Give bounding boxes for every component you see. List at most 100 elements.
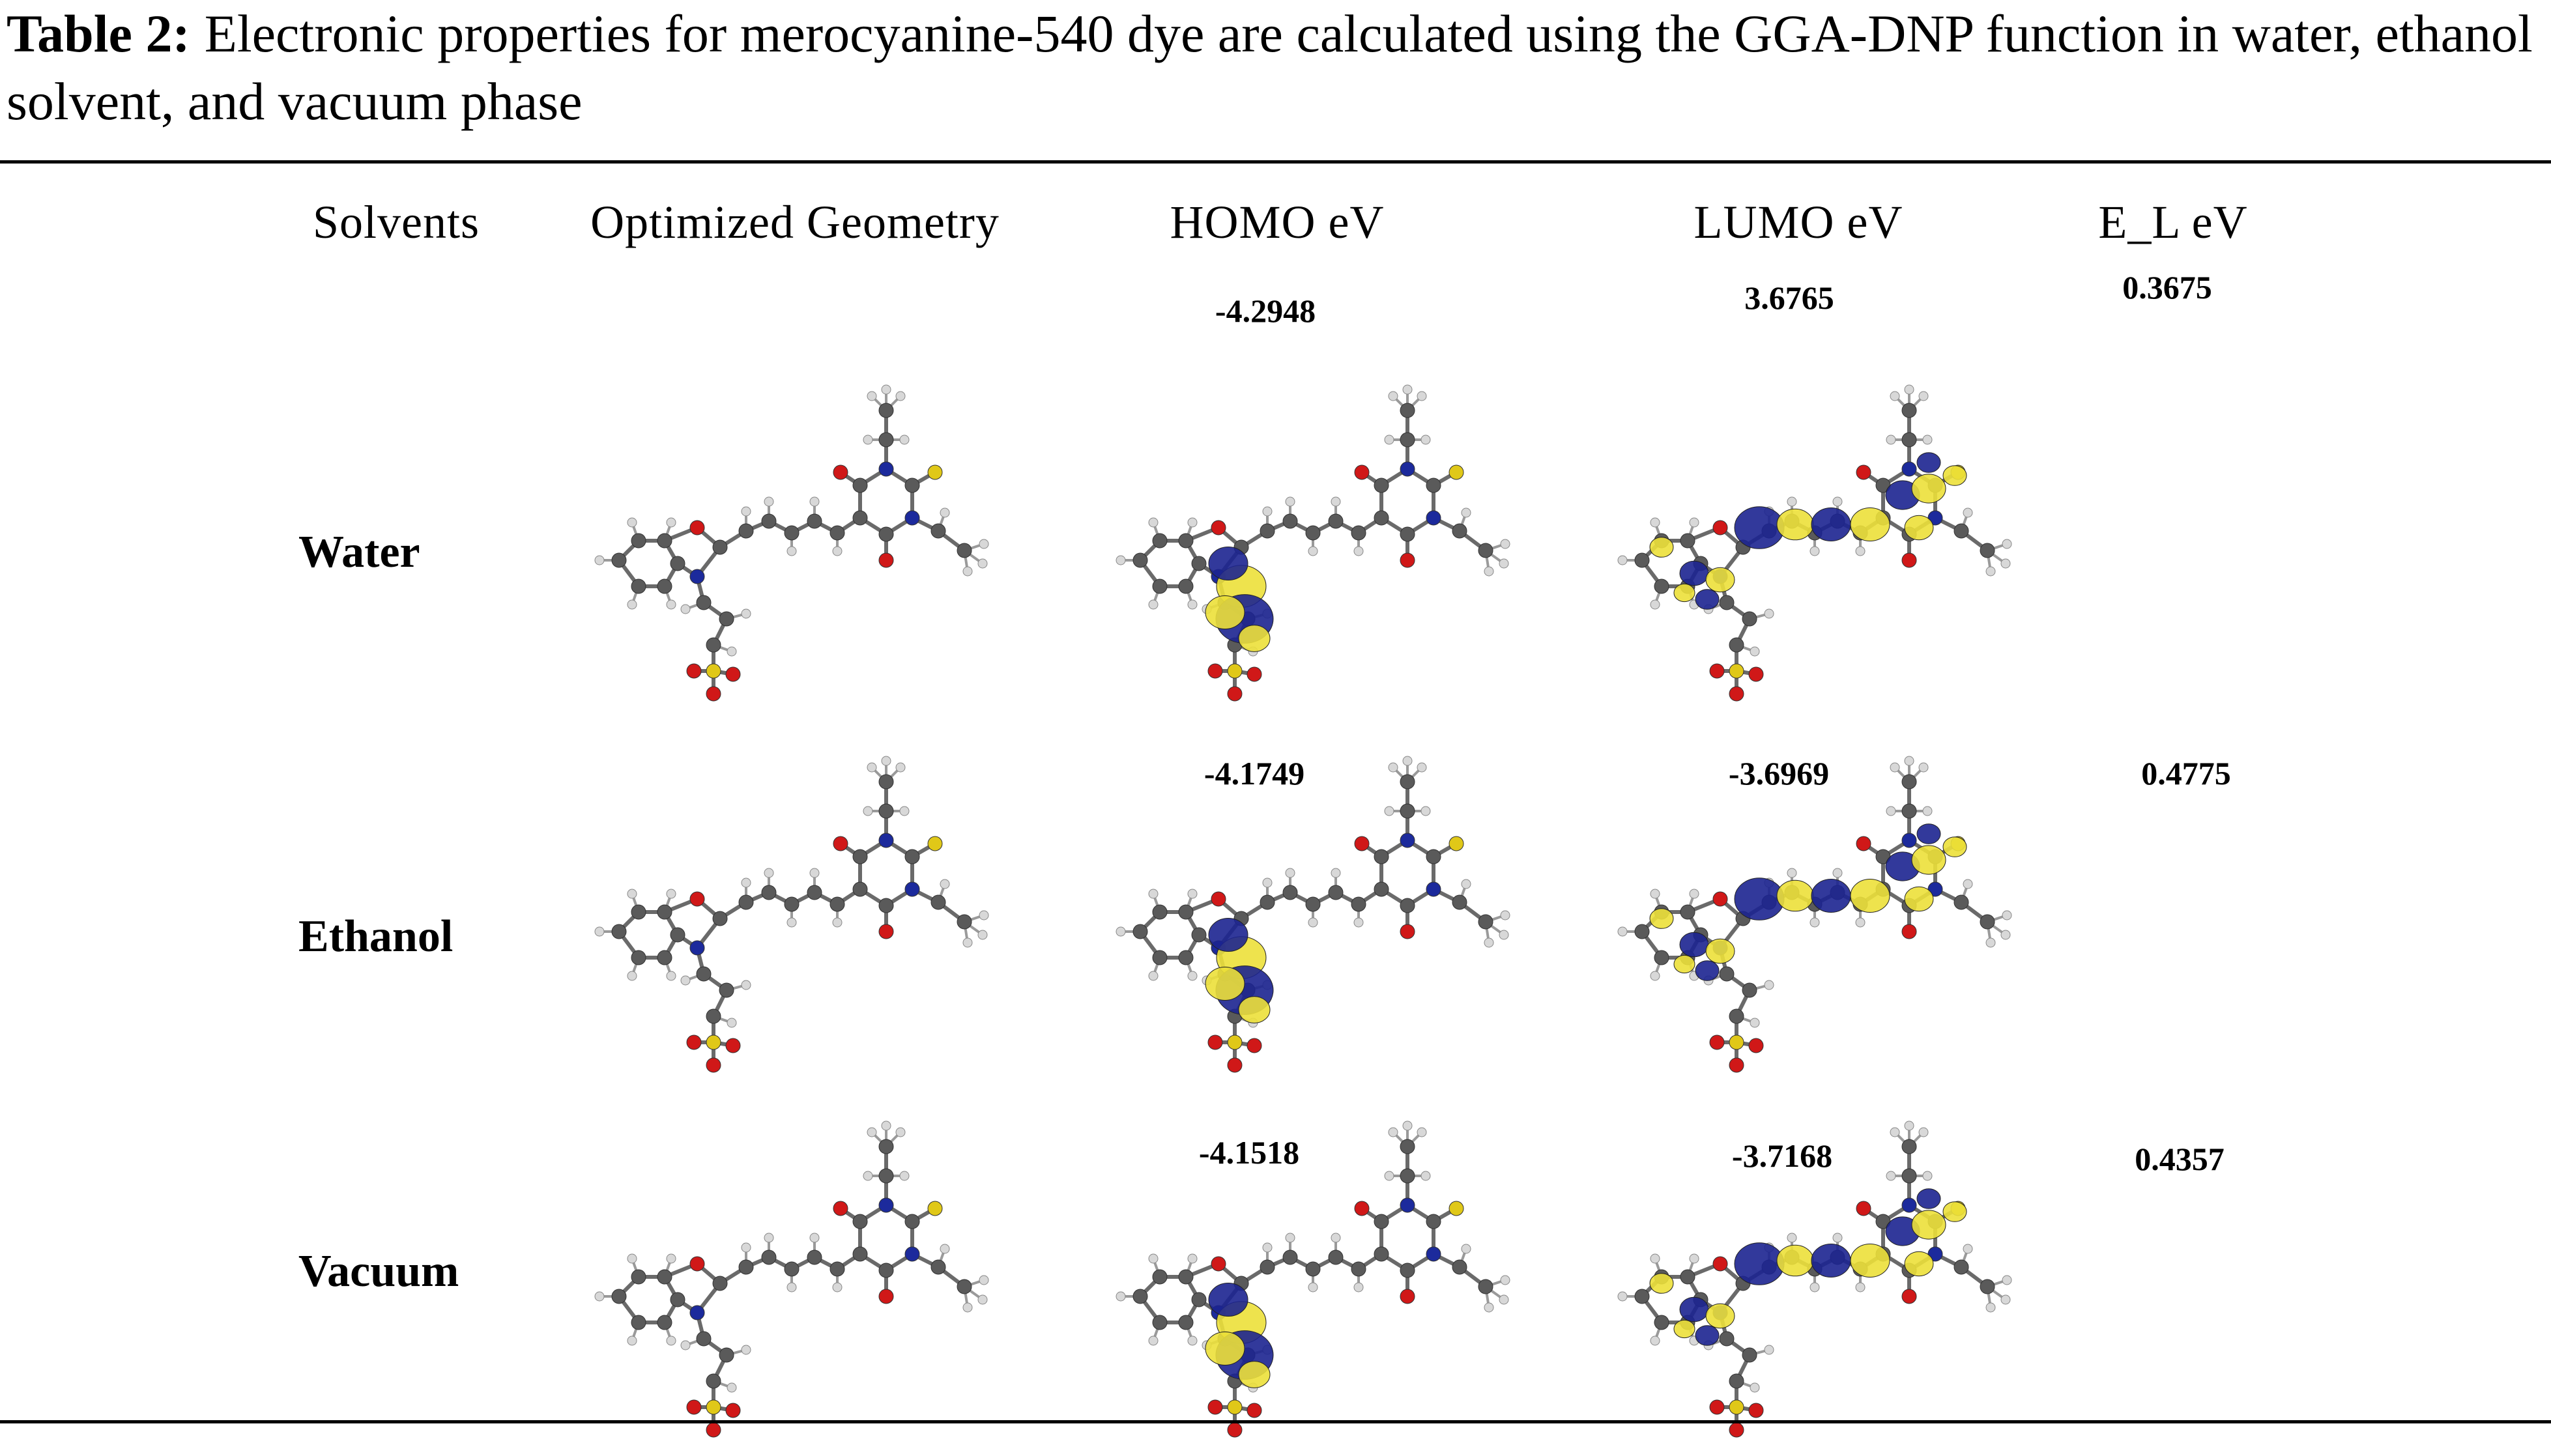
carbon-atom [719,611,734,627]
carbon-atom [1282,885,1298,900]
hydrogen-atom [979,910,989,921]
hydrogen-atom [1918,1127,1929,1137]
carbon-atom [878,1263,894,1278]
orbital-lobe-negative [1904,515,1934,541]
hydrogen-atom [1904,756,1914,766]
hydrogen-atom [1750,1018,1760,1028]
carbon-atom [878,1168,894,1184]
carbon-atom [706,1373,721,1389]
carbon-atom [852,510,868,526]
hydrogen-atom [979,539,989,549]
oxygen-atom [1354,1201,1370,1216]
oxygen-atom [833,464,848,480]
carbon-atom [1478,543,1493,558]
hydrogen-atom [594,1291,605,1302]
hydrogen-atom [1262,1242,1273,1253]
nitrogen-atom [689,569,705,584]
hydrogen-atom [1461,507,1471,518]
hydrogen-atom [1116,926,1126,937]
carbon-atom [1282,1249,1298,1265]
carbon-atom [878,1139,894,1154]
orbital-lobe-positive [1695,589,1720,610]
orbital-lobe-negative [1942,836,1967,857]
hydrogen-atom [977,558,988,569]
oxygen-atom [1712,520,1728,535]
carbon-atom [1729,637,1744,653]
carbon-atom [1400,1139,1415,1154]
orbital-lobe-positive [1811,879,1851,913]
carbon-atom [1305,525,1321,541]
carbon-atom [878,774,894,790]
hydrogen-atom [1963,1244,1973,1254]
orbital-lobe-negative [1705,1303,1735,1329]
hydrogen-atom [1417,391,1427,401]
carbon-atom [1178,950,1194,965]
oxygen-atom [1211,891,1226,907]
hydrogen-atom [1308,546,1318,556]
carbon-atom [1719,595,1735,610]
carbon-atom [878,526,894,542]
hydrogen-atom [1384,435,1394,445]
carbon-atom [1980,1279,1995,1294]
orbital-lobe-negative [1850,507,1890,541]
el-value-vacuum: 0.4357 [2135,1141,2225,1177]
carbon-atom [1719,1331,1735,1347]
hydrogen-atom [666,971,676,981]
molecule-drawing [1617,1121,2012,1438]
hydrogen-atom [1484,1302,1494,1313]
carbon-atom [930,523,946,539]
hydrogen-atom [1187,517,1198,528]
hydrogen-atom [899,1171,910,1181]
oxygen-atom [1400,924,1415,939]
carbon-atom [657,1269,672,1285]
carbon-atom [957,914,972,930]
hydrogen-atom [1650,1335,1660,1346]
sulfur-atom [1448,464,1464,480]
hydrogen-atom [1918,762,1929,773]
carbon-atom [631,1315,646,1330]
oxygen-atom [725,1038,741,1053]
carbon-atom [1374,478,1389,493]
carbon-atom [1152,1315,1168,1330]
hydrogen-atom [1388,391,1398,401]
hydrogen-atom [1500,1275,1510,1285]
carbon-atom [1426,849,1441,864]
hydrogen-atom [1650,1253,1660,1264]
orbital-lobe-positive [1811,507,1851,541]
molecule-drawing [1617,384,2012,702]
hydrogen-atom [832,546,843,556]
carbon-atom [712,911,728,926]
hydrogen-atom [1402,384,1413,395]
orbital-lobe-negative [1850,879,1890,913]
carbon-atom [1742,611,1757,627]
oxygen-atom [1901,924,1917,939]
nitrogen-atom [1426,881,1441,897]
carbon-atom [631,950,646,965]
nitrogen-atom [904,881,920,897]
oxygen-atom [833,836,848,851]
molecule-drawing [1116,1121,1510,1438]
hydrogen-atom [1285,868,1295,878]
hydrogen-atom [867,762,877,773]
carbon-atom [1178,1315,1194,1330]
hydrogen-atom [1384,1171,1394,1181]
carbon-atom [1634,552,1650,568]
carbon-atom [852,849,868,864]
hydrogen-atom [1750,1382,1760,1393]
sulfur-atom [1729,1399,1744,1415]
hydrogen-atom [1388,1127,1398,1137]
caption-text: Electronic properties for merocyanine-54… [7,4,2533,131]
hydrogen-atom [977,1294,988,1305]
hydrogen-atom [1384,806,1394,816]
orbital-lobe-negative [1673,583,1695,603]
carbon-atom [1654,1315,1669,1330]
nitrogen-atom [1400,833,1415,848]
sulfur-atom [706,663,721,679]
hydrogen-atom [680,1340,691,1350]
hydrogen-atom [727,1018,737,1028]
carbon-atom [1260,1259,1275,1275]
nitrogen-atom [1426,510,1441,526]
carbon-atom [1374,1246,1389,1262]
carbon-atom [1400,1263,1415,1278]
carbon-atom [712,1276,728,1291]
